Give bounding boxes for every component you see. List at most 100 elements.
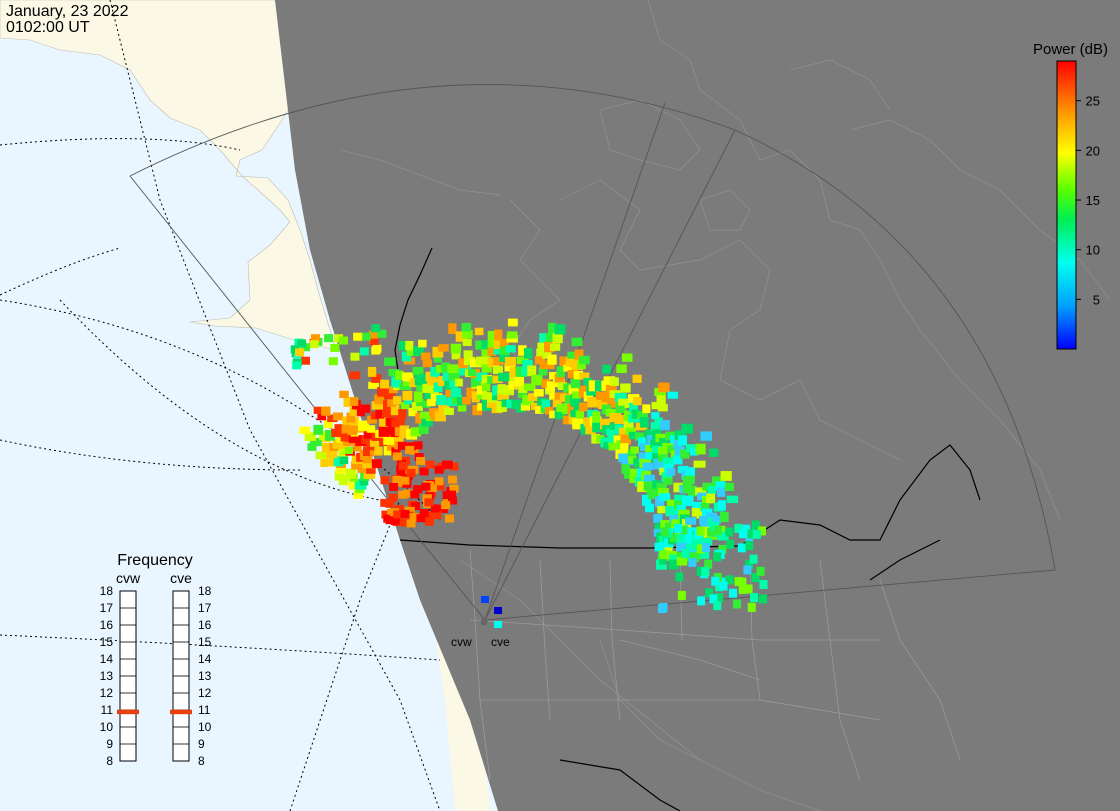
scatter-cell	[506, 334, 518, 343]
scatter-cell	[451, 394, 463, 405]
scatter-cell	[339, 455, 349, 465]
radar-label-cve: cve	[491, 635, 510, 649]
scatter-cell	[492, 375, 503, 384]
scatter-cell	[606, 395, 617, 405]
scatter-cell	[557, 382, 568, 390]
scatter-cell	[402, 390, 413, 401]
scatter-cell	[398, 461, 408, 470]
scatter-cell	[499, 344, 510, 355]
scatter-cell	[422, 381, 434, 393]
scatter-cell	[438, 344, 449, 352]
scatter-cell	[640, 417, 649, 428]
scatter-cell	[583, 377, 593, 386]
scatter-cell	[341, 424, 350, 434]
scatter-cell	[641, 494, 652, 506]
scatter-cell	[638, 437, 647, 447]
scatter-cell	[433, 353, 442, 363]
scatter-cell	[573, 370, 584, 380]
scatter-cell	[333, 455, 344, 467]
scatter-cell	[524, 383, 536, 391]
scatter-cell	[663, 477, 673, 485]
frequency-marker	[170, 709, 192, 715]
scatter-cell	[516, 401, 525, 413]
scatter-cell	[671, 519, 681, 529]
scatter-cell	[347, 424, 357, 436]
scatter-cell	[310, 334, 320, 343]
scatter-cell	[662, 533, 673, 542]
scatter-cell	[583, 417, 595, 427]
scatter-cell	[389, 483, 399, 492]
scatter-cell	[756, 566, 765, 576]
frequency-col-cvw: cvw	[116, 570, 141, 586]
scatter-cell	[646, 485, 659, 495]
scatter-cell	[523, 347, 533, 359]
scatter-cell	[371, 324, 381, 333]
frequency-tick-right: 18	[198, 584, 212, 598]
scatter-cell	[508, 381, 519, 390]
scatter-cell	[659, 438, 669, 446]
scatter-cell	[334, 470, 344, 481]
scatter-cell	[554, 373, 565, 383]
scatter-cell	[711, 576, 720, 586]
scatter-cell	[598, 399, 609, 409]
scatter-cell	[462, 396, 471, 405]
scatter-cell	[618, 398, 629, 406]
scatter-cell	[644, 429, 654, 438]
scatter-cell	[591, 434, 600, 444]
scatter-cell	[328, 357, 338, 366]
scatter-cell	[377, 387, 388, 397]
scatter-cell	[603, 376, 616, 386]
scatter-cell	[430, 504, 440, 513]
scatter-cell	[362, 461, 374, 469]
scatter-cell	[345, 447, 353, 454]
scatter-cell	[676, 542, 688, 552]
scatter-cell	[657, 447, 668, 458]
scatter-cell	[372, 344, 382, 353]
scatter-cell	[481, 355, 491, 365]
scatter-cell	[654, 523, 665, 534]
scatter-cell	[717, 500, 726, 511]
scatter-cell	[575, 410, 585, 419]
scatter-cell	[725, 575, 734, 585]
frequency-tick-right: 11	[198, 703, 211, 717]
scatter-cell	[430, 367, 440, 377]
scatter-cell	[492, 385, 501, 396]
scatter-cell	[552, 398, 562, 408]
scatter-cell	[759, 594, 768, 604]
scatter-cell	[410, 501, 420, 510]
scatter-cell	[297, 339, 307, 348]
scatter-cell	[696, 526, 705, 536]
scatter-cell	[321, 442, 333, 453]
scatter-cell	[403, 489, 413, 498]
colorbar-tick-label: 5	[1093, 292, 1100, 307]
scatter-cell	[628, 431, 640, 440]
scatter-cell	[643, 474, 656, 483]
scatter-cell	[674, 523, 683, 533]
radar-label-cvw: cvw	[451, 635, 472, 649]
scatter-cell	[579, 372, 590, 380]
scatter-cell	[645, 503, 655, 513]
scatter-cell	[487, 330, 499, 342]
scatter-cell	[685, 444, 698, 453]
scatter-cell	[350, 352, 360, 361]
scatter-cell	[570, 378, 581, 389]
scatter-cell	[666, 468, 676, 476]
scatter-cell	[675, 572, 684, 582]
colorbar-ticks: 25 20 15 10 5	[1076, 94, 1100, 307]
scatter-cell	[409, 513, 419, 522]
scatter-cell	[326, 447, 338, 459]
scatter-cell	[392, 452, 402, 461]
scatter-cell	[442, 370, 451, 381]
scatter-cell	[419, 467, 429, 476]
scatter-cell	[487, 376, 497, 384]
scatter-cell	[391, 376, 402, 388]
scatter-cell	[622, 353, 633, 362]
scatter-cell	[521, 366, 530, 376]
frequency-tick-right: 13	[198, 669, 212, 683]
frequency-tick-right: 17	[198, 601, 212, 615]
scatter-cell	[481, 347, 491, 357]
scatter-cell	[715, 582, 724, 592]
scatter-cell	[695, 443, 706, 455]
colorbar-tick-label: 25	[1086, 94, 1100, 109]
